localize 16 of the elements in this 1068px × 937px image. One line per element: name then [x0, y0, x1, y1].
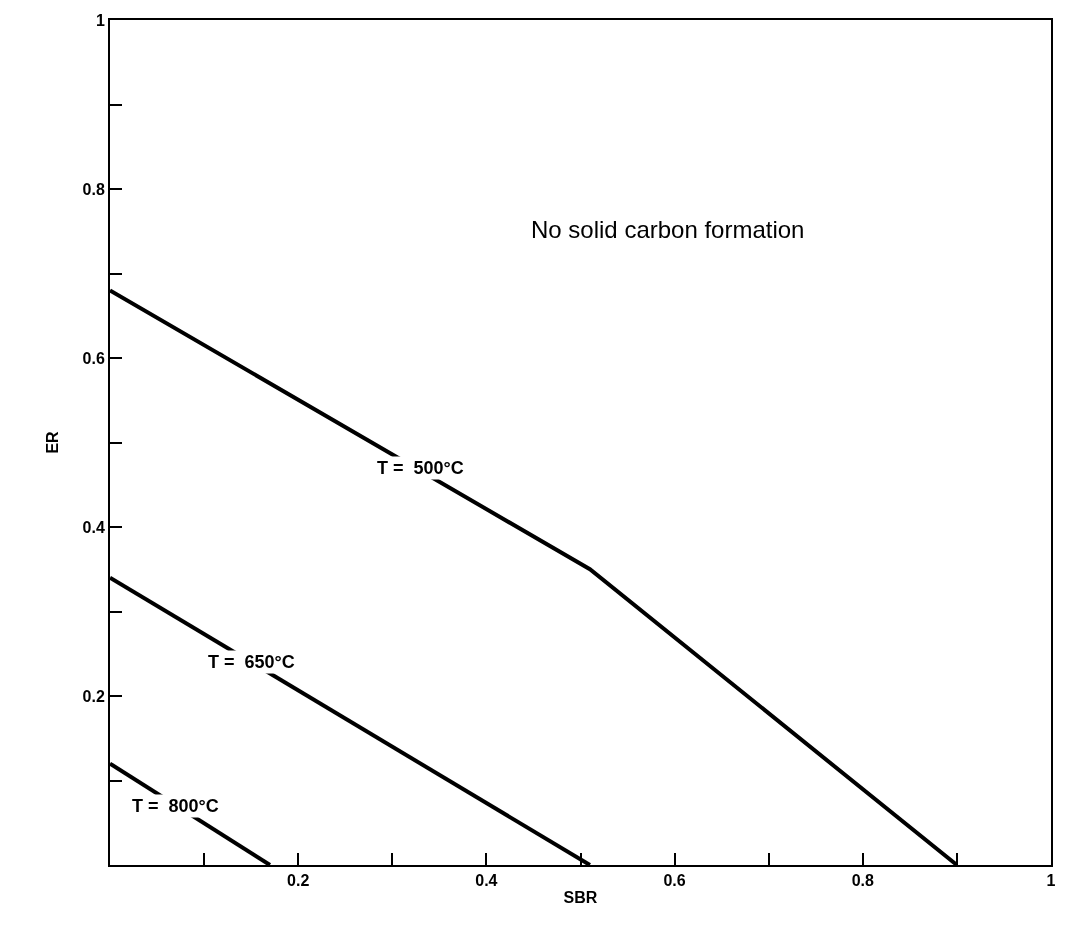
- annotation: T = 500°C: [377, 458, 464, 478]
- y-axis-title: ER: [43, 430, 61, 454]
- y-tick-label: 0.4: [82, 518, 105, 536]
- x-tick-label: 0.6: [663, 872, 686, 890]
- x-axis-title: SBR: [563, 889, 598, 907]
- x-tick-label: 0.8: [851, 872, 875, 890]
- x-tick-label: 1: [1046, 872, 1056, 890]
- annotation: T = 800°C: [132, 796, 219, 816]
- annotation: T = 650°C: [208, 652, 295, 672]
- y-tick-label: 1: [95, 11, 105, 29]
- y-tick-label: 0.2: [82, 687, 105, 705]
- y-tick-label: 0.6: [82, 349, 105, 367]
- annotation: No solid carbon formation: [531, 216, 805, 243]
- x-tick-label: 0.2: [287, 872, 310, 890]
- x-tick-label: 0.4: [475, 872, 498, 890]
- y-tick-label: 0.8: [82, 180, 105, 198]
